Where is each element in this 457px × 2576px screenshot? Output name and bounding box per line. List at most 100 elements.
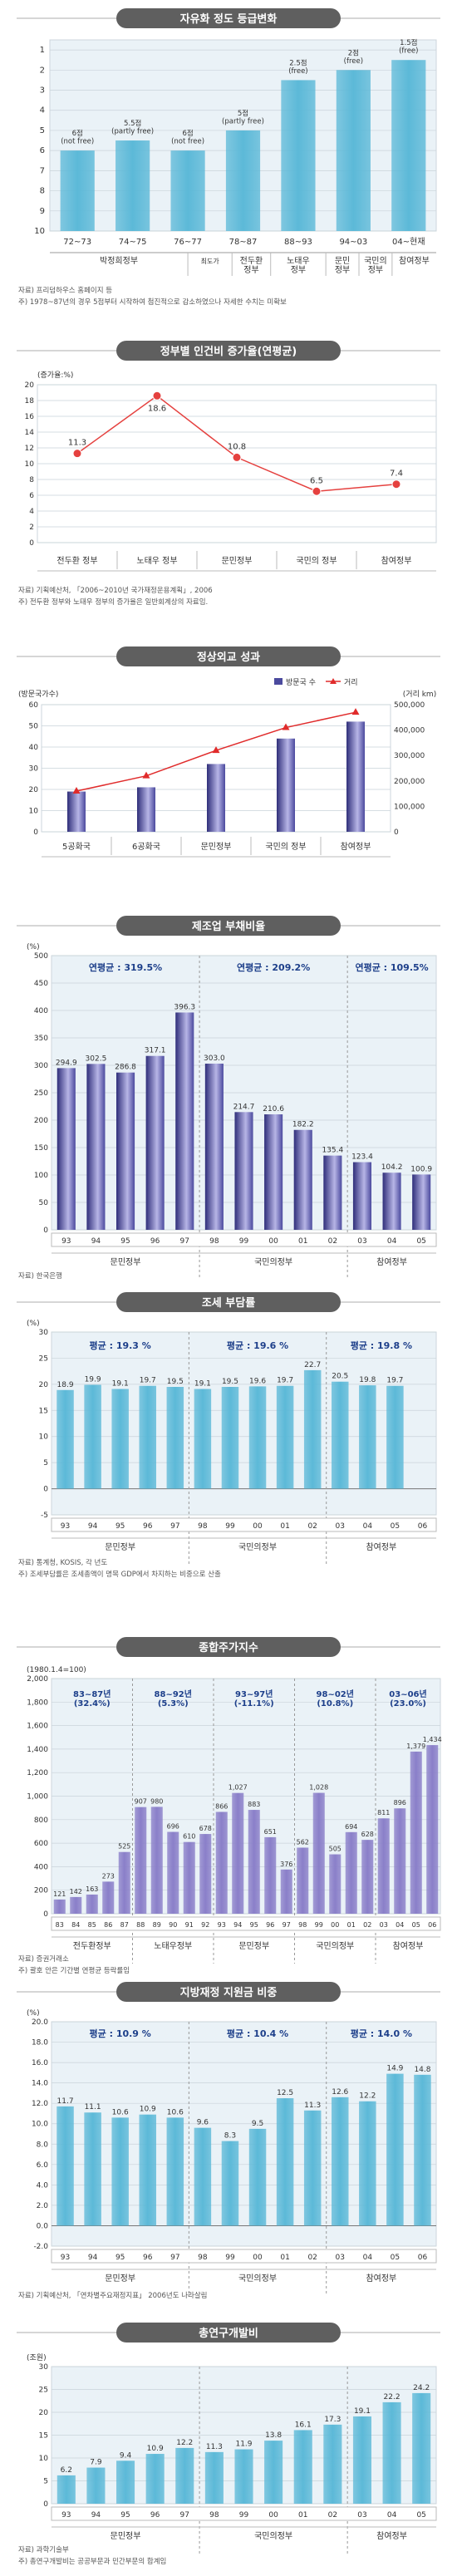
bar-data-label: 12.5: [277, 2089, 293, 2097]
bar-data-label: 10.6: [167, 2108, 184, 2116]
y-tick-label: 14: [25, 429, 35, 437]
bar-data-label: 694: [345, 1823, 357, 1831]
data-bar: [248, 1386, 267, 1489]
government-label: 국민의정부: [316, 1941, 354, 1951]
bar-data-label: 696: [167, 1823, 179, 1831]
point-data-label: 7.4: [390, 469, 403, 479]
y-tick-label: 40: [29, 744, 39, 752]
y-tick-label: 10: [25, 460, 35, 469]
bar-data-label: 19.8: [359, 1376, 376, 1384]
x-tick-label: 96: [150, 2511, 160, 2519]
government-label: 국민의정부: [238, 1542, 277, 1552]
bar-data-label: 628: [361, 1831, 374, 1838]
government-label: 참여정부: [376, 1257, 407, 1267]
bar-data-label: 866: [215, 1802, 228, 1810]
y-tick-label: 30: [29, 765, 39, 774]
x-tick-label: 83: [56, 1921, 64, 1929]
data-point: [72, 449, 82, 459]
x-tick-label: 91: [185, 1921, 194, 1929]
data-bar: [166, 1387, 184, 1489]
source-note: 자료) 한국은행: [18, 1271, 62, 1281]
data-bar: [102, 1881, 115, 1914]
x-tick-label: 00: [253, 2254, 263, 2262]
legend-swatch-bar: [274, 678, 283, 685]
point-data-label: 11.3: [68, 439, 86, 448]
x-tick-strip: [51, 2249, 437, 2264]
y-tick-label: 5: [43, 2478, 48, 2486]
bar-data-label: 1,434: [423, 1736, 442, 1743]
average-label: 83~87년 (32.4%): [73, 1689, 111, 1708]
y-tick-label: 100: [34, 1172, 48, 1180]
government-label: 전두환정부: [73, 1941, 111, 1951]
panel-title: 정부별 인건비 증가율(연평균): [160, 345, 297, 358]
bar-data-label: 19.1: [112, 1380, 129, 1389]
bar-data-label: 10.9: [147, 2445, 164, 2453]
y-tick-label: 500: [34, 952, 48, 961]
bar-data-label: 19.5: [167, 1378, 184, 1386]
x-tick-label: 전두환 정부: [57, 556, 97, 566]
government-label: 참여정부: [366, 2274, 396, 2283]
x-tick-label: 04~현재: [392, 237, 425, 247]
data-bar: [57, 1389, 74, 1489]
x-tick-label: 02: [363, 1921, 371, 1929]
x-tick-label: 00: [268, 2511, 278, 2519]
data-bar: [312, 1792, 325, 1914]
data-bar: [145, 1055, 165, 1230]
data-bar: [323, 2424, 342, 2504]
x-tick-label: 문민정부: [201, 842, 232, 852]
freedom-bar: [170, 150, 205, 231]
average-label: 연평균 : 109.5%: [355, 961, 428, 973]
y-tick-label: 450: [34, 980, 48, 988]
x-tick-label: 02: [307, 1522, 317, 1531]
data-bar: [139, 2114, 157, 2226]
x-tick-label: 88: [136, 1921, 145, 1929]
x-tick-strip: [51, 1916, 441, 1931]
data-bar: [414, 2074, 431, 2226]
y2-tick-label: 500,000: [394, 701, 425, 710]
average-label: 연평균 : 209.2%: [237, 961, 310, 973]
y-axis-title-right: (거리 km): [403, 690, 436, 699]
average-label: 평균 : 19.8 %: [351, 1340, 412, 1351]
y-tick-label: 10: [34, 227, 45, 236]
x-tick-strip: [51, 1232, 437, 1247]
data-bar: [84, 2112, 101, 2226]
x-tick-label: 94: [233, 1921, 242, 1929]
bar-data-label: 505: [329, 1846, 342, 1853]
data-bar: [412, 2392, 431, 2504]
x-tick-label: 04: [387, 2511, 397, 2519]
bar-data-label: 273: [102, 1872, 115, 1880]
panel-title-pill: [116, 341, 341, 361]
data-bar: [86, 1064, 106, 1230]
average-label: 98~02년 (10.8%): [317, 1689, 354, 1708]
y-tick-label: 350: [34, 1035, 48, 1043]
bar-data-label: 12.6: [332, 2088, 348, 2097]
x-tick-label: 06: [428, 1921, 436, 1929]
panel-title-pill: [116, 2323, 341, 2342]
y-tick-label: 7: [40, 166, 45, 175]
bar-data-label: 11.3: [304, 2102, 321, 2110]
data-bar: [84, 1384, 101, 1489]
panel-title: 지방재정 지원금 비중: [180, 1986, 278, 1999]
x-tick-label: 96: [143, 1522, 153, 1531]
x-tick-label: 03: [336, 2254, 345, 2262]
bar-data-label: 135.4: [322, 1147, 343, 1155]
data-bar: [386, 1385, 404, 1489]
distance-marker: [282, 723, 290, 730]
data-bar: [382, 2401, 401, 2504]
average-label: 평균 : 14.0 %: [351, 2028, 412, 2039]
data-bar: [166, 2117, 184, 2226]
x-tick-strip: [51, 1517, 437, 1532]
bar-data-label: 19.7: [386, 1377, 403, 1385]
y-tick-label: 6: [40, 146, 45, 155]
source-note: 주) 1978~87년의 경우 5점부터 시작하여 첨진적으로 감소하였으나 자…: [18, 297, 287, 307]
y-axis-title: (%): [27, 943, 40, 951]
bar-data-label: 5점 (partly free): [222, 109, 264, 126]
x-tick-label: 참여정부: [341, 842, 371, 852]
data-bar: [361, 1840, 374, 1914]
y-tick-label: 8.0: [37, 2141, 49, 2149]
x-tick-label: 05: [416, 2511, 425, 2519]
x-tick-label: 99: [315, 1921, 323, 1929]
data-bar: [221, 2141, 239, 2226]
bar-data-label: 286.8: [115, 1064, 136, 1072]
